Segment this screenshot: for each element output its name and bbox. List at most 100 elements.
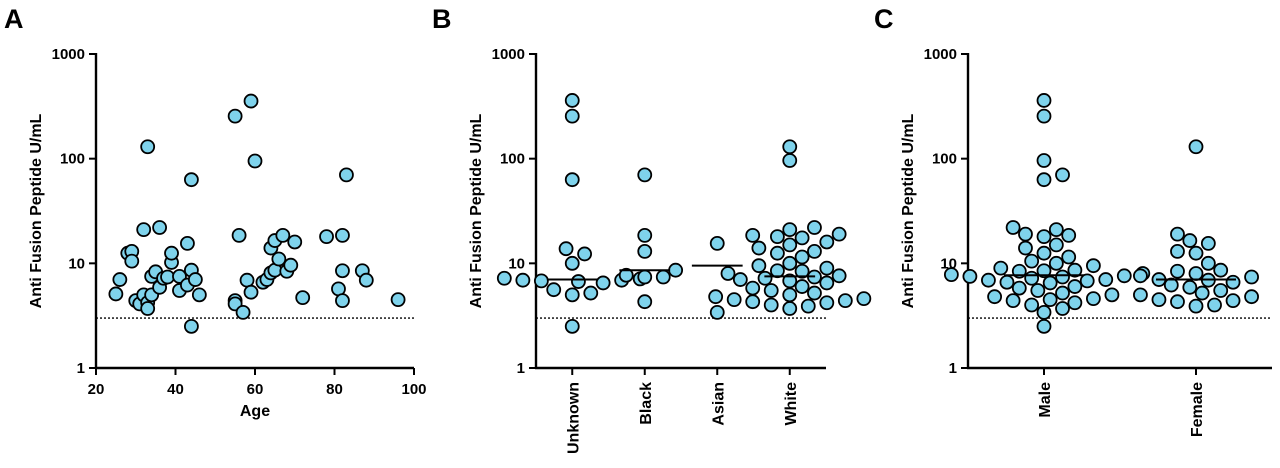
panel-b-point — [819, 260, 835, 276]
panel-b-point — [782, 273, 798, 289]
panel-a-x-tick-label: 20 — [88, 381, 105, 398]
panel-b-letter: B — [432, 4, 452, 34]
panel-b-point — [637, 227, 653, 243]
panel-c-point — [1036, 172, 1052, 188]
panel-b-point — [571, 274, 586, 289]
panel-c-point — [1200, 255, 1216, 271]
panel-c-point — [1244, 289, 1259, 305]
panel-b-point — [794, 230, 810, 246]
panel-a-point — [235, 304, 251, 320]
panel-b-point — [770, 229, 785, 245]
panel-b-point — [564, 108, 580, 124]
panel-b-point — [564, 287, 580, 303]
panel-b-point — [515, 272, 531, 288]
panel-b-point — [831, 268, 847, 284]
panel-b-point — [782, 153, 798, 168]
panel-b-point — [819, 234, 835, 250]
panel-b-point — [709, 236, 725, 251]
panel-a-x-tick-label: 100 — [401, 381, 426, 398]
panel-b-x-tick-label: Unknown — [565, 382, 582, 454]
panel-c-point — [993, 260, 1009, 276]
panel-b-point — [564, 318, 580, 334]
panel-c-point — [1213, 283, 1229, 298]
panel-c-x-tick-label: Male — [1037, 382, 1054, 418]
panel-c-letter: C — [874, 4, 894, 34]
panel-b-point — [668, 262, 684, 278]
panel-a-point — [339, 167, 354, 183]
panel-a-point — [335, 293, 350, 309]
panel-b-point — [732, 272, 748, 287]
panel-b-point — [837, 293, 853, 309]
panel-a-point — [112, 272, 128, 287]
panel-a-point — [335, 227, 350, 243]
panel-c-point — [1133, 268, 1148, 284]
panel-c-point — [1200, 236, 1216, 251]
panel-c-point — [1036, 318, 1052, 334]
panel-b-x-tick-label: Black — [638, 382, 655, 425]
panel-b-point — [637, 244, 653, 259]
panel-b-point — [831, 226, 847, 242]
panel-b-point — [757, 270, 773, 286]
panel-c-point — [1036, 263, 1052, 279]
panel-a-point — [191, 287, 207, 303]
panel-a-point — [271, 251, 287, 267]
panel-a-y-tick-label: 1 — [77, 360, 85, 377]
panel-c-point — [1036, 108, 1052, 124]
panel-c-y-tick-label: 100 — [932, 151, 957, 168]
panel-c-y-tick-label: 1 — [949, 360, 957, 377]
panel-a-point — [295, 290, 311, 306]
panel-b-y-tick-label: 1000 — [492, 46, 525, 63]
panel-a-y-tick-label: 1000 — [52, 46, 85, 63]
panel-b-point — [564, 93, 580, 108]
panel-c-point — [1213, 262, 1229, 278]
panel-b-point — [720, 266, 736, 281]
panel-c-point — [1036, 229, 1052, 245]
panel-a-point — [180, 236, 195, 251]
panel-c-point — [1104, 287, 1120, 303]
panel-b-point — [782, 139, 798, 155]
panel-a-point — [283, 257, 299, 273]
panel-a-point — [124, 253, 140, 269]
panel-c-point — [1170, 294, 1185, 310]
panel-c-point — [1042, 275, 1058, 291]
panel-c-point — [1036, 93, 1052, 108]
panel-c-point — [1182, 279, 1198, 295]
panel-c-point — [981, 272, 996, 288]
panel-a-point — [140, 139, 156, 155]
panel-a-point — [275, 227, 291, 243]
panel-c-point — [1042, 292, 1058, 308]
panel-b-y-axis-title: Anti Fusion Peptide U/mL — [468, 113, 485, 308]
panel-a-point — [187, 272, 203, 287]
panel-b-point — [807, 220, 822, 235]
panel-a-point — [390, 292, 406, 308]
panel-c-point — [1024, 253, 1040, 269]
panel-c-point — [1225, 274, 1241, 290]
panel-b-point — [577, 246, 592, 262]
panel-c-point — [1225, 293, 1241, 309]
panel-c-point — [1055, 285, 1070, 301]
panel-c-point — [1170, 263, 1185, 279]
panel-c-y-tick-label: 1000 — [924, 46, 957, 63]
panel-c-point — [1182, 233, 1198, 248]
panel-b-point — [856, 291, 872, 307]
panel-c-point — [1067, 262, 1083, 278]
panel-b-point — [558, 241, 574, 257]
panel-a-point — [183, 172, 199, 188]
panel-b-point — [637, 294, 653, 310]
panel-b-point — [819, 295, 835, 311]
panel-b-point — [564, 255, 580, 271]
panel-a-x-axis-title: Age — [240, 403, 270, 420]
panel-c-point — [1170, 226, 1185, 242]
panel-b-point — [807, 244, 822, 259]
panel-c-point — [1067, 279, 1083, 294]
panel-c-point — [1079, 273, 1095, 289]
panel-b-point — [763, 297, 779, 313]
panel-b-point — [709, 304, 725, 320]
panel-a-letter: A — [4, 4, 24, 34]
panel-b-point — [794, 263, 810, 279]
panel-a-point — [140, 301, 156, 316]
panel-c-point — [1061, 227, 1077, 243]
panel-b-point — [751, 258, 767, 274]
panel-b-point — [745, 294, 761, 310]
panel-c-point — [1188, 139, 1204, 155]
